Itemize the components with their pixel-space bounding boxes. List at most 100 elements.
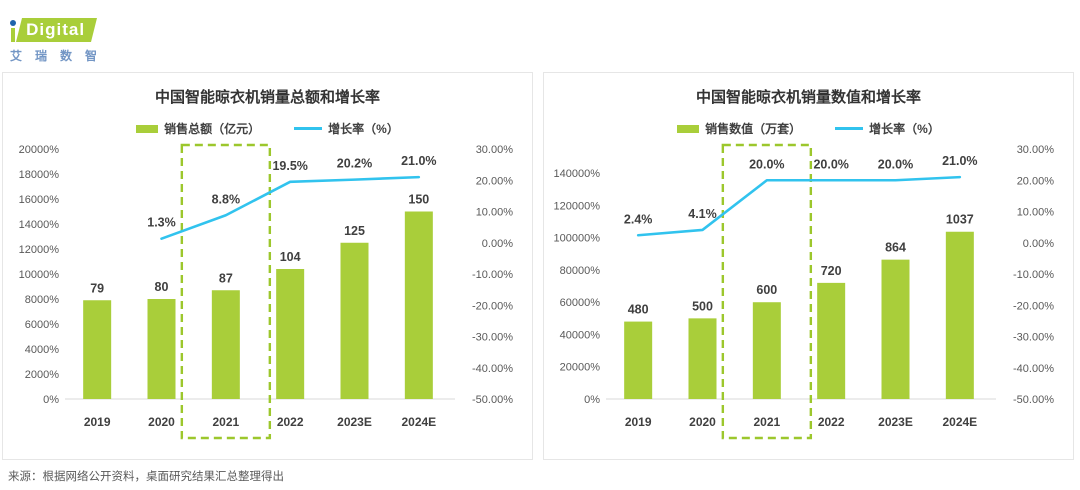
growth-rate-label: 21.0% [942,154,977,168]
right-axis-tick: -10.00% [472,269,513,281]
growth-line [636,175,962,237]
chart-canvas-sales-volume: 140000% 120000% 100000% 80000% 60000% 40000% 2… [554,143,1055,440]
left-axis-tick: 10000% [19,269,60,281]
left-axis-tick: 80000% [560,265,601,277]
legend-label: 增长率（%） [869,122,940,136]
left-axis-tick: 20000% [19,144,60,156]
right-axis-tick: 10.00% [1017,207,1055,219]
bar-value-label: 500 [692,299,713,313]
bar-value-label: 1037 [946,213,974,227]
right-axis-tick: 0.00% [1023,238,1054,250]
right-axis-tick: 30.00% [1017,144,1055,156]
left-axis-tick: 0% [584,394,600,406]
left-axis-tick: 6000% [25,319,59,331]
left-axis-tick: 2000% [25,369,59,381]
legend-item-line: 增长率（%） [835,120,940,137]
chart-legend: 销售总额（亿元） 增长率（%） [3,120,532,137]
left-axis-tick: 14000% [19,219,60,231]
x-axis-label: 2023E [337,415,372,429]
bar-value-label: 480 [628,303,649,317]
growth-rate-label: 19.5% [272,159,307,173]
growth-rate-label: 20.2% [337,157,372,171]
bar-swatch-icon [677,124,700,133]
bar [340,242,369,399]
bar-value-label: 720 [821,264,842,278]
left-axis-tick: 18000% [19,169,60,181]
legend-label: 销售总额（亿元） [164,122,261,136]
right-axis-tick: -20.00% [472,300,513,312]
growth-rate-label: 21.0% [401,154,436,168]
x-axis-label: 2020 [689,415,716,429]
left-axis-tick: 8000% [25,294,59,306]
chart-title: 中国智能晾衣机销量数值和增长率 [695,89,921,106]
growth-rate-label: 8.8% [212,192,241,206]
x-axis-label: 2019 [625,415,652,429]
x-axis-label: 2021 [212,415,239,429]
legend-item-line: 增长率（%） [294,120,399,137]
bar [211,290,240,399]
right-axis-tick: -20.00% [1013,300,1054,312]
bar-value-label: 125 [344,224,365,238]
right-axis-tick: 10.00% [476,207,514,219]
growth-rate-label: 2.4% [624,212,653,226]
left-axis-tick: 120000% [554,200,601,212]
right-axis-tick: 30.00% [476,144,514,156]
chart-panel-sales-amount: 中国智能晾衣机销量总额和增长率 销售总额（亿元） 增长率（%） 20000% 18… [2,72,533,460]
bar-swatch-icon [136,124,159,133]
bar [624,321,653,399]
bar-value-label: 864 [885,241,906,255]
right-axis-tick: -10.00% [1013,269,1054,281]
x-axis-label: 2020 [148,415,175,429]
x-axis-label: 2022 [277,415,304,429]
bar-value-label: 79 [90,281,104,295]
charts-container: 中国智能晾衣机销量总额和增长率 销售总额（亿元） 增长率（%） 20000% 18… [2,72,1074,460]
growth-rate-label: 4.1% [688,207,717,221]
bar [881,259,910,399]
right-axis-tick: -40.00% [472,363,513,375]
bar [147,299,176,399]
line-swatch-icon [835,127,864,130]
bar [688,318,717,399]
right-axis-tick: -30.00% [1013,332,1054,344]
left-axis-tick: 60000% [560,297,601,309]
highlight-box [180,143,272,440]
chart-canvas-sales-amount: 20000% 18000% 16000% 14000% 12000% 10000% 8000… [19,143,514,440]
left-axis-tick: 140000% [554,168,601,180]
x-axis-label: 2021 [753,415,780,429]
logo-brand-text: Digital [26,20,86,39]
logo-i-icon [10,20,16,42]
bar-value-label: 150 [408,193,429,207]
left-axis-tick: 16000% [19,194,60,206]
bar [817,282,846,399]
left-axis-tick: 100000% [554,233,601,245]
x-axis-label: 2023E [878,415,913,429]
left-axis-tick: 0% [43,394,59,406]
right-axis-tick: -50.00% [472,394,513,406]
legend-label: 销售数值（万套） [705,122,802,136]
bar [404,211,433,399]
logo-wordmark: Digital [16,18,97,42]
bar-value-label: 80 [155,280,169,294]
legend-item-bars: 销售总额（亿元） [136,120,260,137]
bar [83,300,112,399]
growth-rate-label: 1.3% [147,216,176,230]
bar-value-label: 104 [280,250,301,264]
legend-item-bars: 销售数值（万套） [677,120,801,137]
highlight-box [721,143,813,440]
legend-label: 增长率（%） [328,122,399,136]
x-axis-label: 2024E [401,415,436,429]
left-axis-tick: 20000% [560,362,601,374]
line-swatch-icon [294,127,323,130]
source-note: 来源：根据网络公开资料，桌面研究结果汇总整理得出 [8,471,284,483]
x-axis-label: 2024E [942,415,977,429]
right-axis-tick: -50.00% [1013,394,1054,406]
logo-subtitle: 艾瑞数智 [10,49,111,63]
left-axis-tick: 12000% [19,244,60,256]
bar-value-label: 87 [219,271,233,285]
growth-line [160,175,421,240]
growth-rate-label: 20.0% [749,157,784,171]
chart-legend: 销售数值（万套） 增长率（%） [544,120,1073,137]
left-axis-tick: 40000% [560,329,601,341]
chart-panel-sales-volume: 中国智能晾衣机销量数值和增长率 销售数值（万套） 增长率（%） 140000% 1… [543,72,1074,460]
left-axis-tick: 4000% [25,344,59,356]
